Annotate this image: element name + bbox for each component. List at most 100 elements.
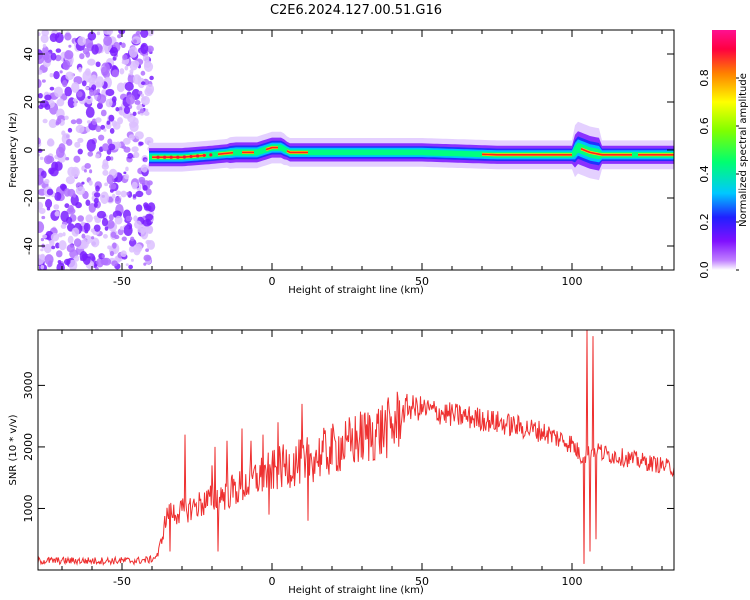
noise-blob <box>42 118 48 124</box>
noise-blob <box>74 255 80 262</box>
noise-blob <box>138 141 144 146</box>
noise-blob <box>140 30 149 39</box>
noise-blob <box>128 46 138 58</box>
noise-blob <box>124 174 130 180</box>
noise-blob <box>125 166 129 172</box>
noise-blob <box>93 224 101 232</box>
noise-blob <box>121 60 126 65</box>
noise-blob <box>81 233 86 239</box>
noise-blob <box>38 201 44 210</box>
noise-blob <box>47 138 55 147</box>
noise-blob <box>111 260 118 267</box>
noise-blob <box>90 74 97 82</box>
noise-blob <box>88 180 93 186</box>
noise-blob <box>67 235 74 244</box>
noise-blob <box>38 69 43 75</box>
noise-blob <box>147 48 152 53</box>
noise-blob <box>96 88 100 93</box>
noise-blob <box>101 254 105 259</box>
noise-blob <box>107 138 113 145</box>
spectrogram-area <box>38 30 674 270</box>
noise-blob <box>44 178 50 185</box>
noise-blob <box>132 60 140 68</box>
noise-blob <box>102 143 110 152</box>
noise-blob <box>145 248 150 252</box>
noise-blob <box>134 100 141 105</box>
noise-blob <box>56 98 65 107</box>
noise-blob <box>122 137 131 145</box>
noise-blob <box>141 95 150 106</box>
signal-dot <box>176 155 180 159</box>
noise-blob <box>65 176 75 185</box>
noise-blob <box>131 181 138 190</box>
noise-blob <box>41 79 46 83</box>
spectrogram-x-tick-label: 50 <box>415 275 429 288</box>
noise-blob <box>144 159 148 163</box>
snr-x-axis-label: Height of straight line (km) <box>288 585 424 596</box>
noise-blob <box>42 234 48 239</box>
snr-plot-area <box>38 330 674 567</box>
noise-blob <box>128 264 133 270</box>
noise-blob <box>38 153 41 157</box>
noise-blob <box>98 134 105 141</box>
noise-blob <box>96 31 101 36</box>
noise-blob <box>73 238 82 247</box>
noise-blob <box>95 117 102 123</box>
noise-blob <box>64 50 74 60</box>
noise-blob <box>143 111 150 116</box>
signal-dot <box>189 154 193 159</box>
signal-core <box>481 153 572 156</box>
noise-blob <box>63 258 71 266</box>
noise-blob <box>123 106 131 115</box>
noise-blob <box>64 115 69 120</box>
noise-blob <box>110 231 117 238</box>
noise-blob <box>82 70 92 83</box>
noise-blob <box>120 190 127 198</box>
noise-blob <box>62 232 66 237</box>
noise-blob <box>119 226 124 231</box>
colorbar-tick-label: 0.8 <box>698 69 711 87</box>
noise-blob <box>103 35 113 46</box>
noise-blob <box>95 185 100 192</box>
noise-blob <box>106 219 115 229</box>
noise-blob <box>79 53 85 60</box>
noise-blob <box>85 199 91 206</box>
noise-blob <box>132 194 137 198</box>
noise-blob <box>83 222 91 232</box>
snr-y-tick-label: 2000 <box>22 433 35 461</box>
noise-blob <box>93 192 101 198</box>
noise-blob <box>131 146 139 153</box>
noise-blob <box>53 70 60 80</box>
noise-blob <box>128 134 135 141</box>
noise-blob <box>145 205 152 211</box>
noise-blob <box>56 262 65 270</box>
noise-blob <box>109 183 117 190</box>
noise-blob <box>68 44 72 48</box>
noise-blob <box>65 71 74 81</box>
noise-blob <box>38 207 46 214</box>
noise-blob <box>104 226 109 231</box>
noise-blob <box>96 210 107 219</box>
snr-y-tick-label: 1000 <box>22 494 35 522</box>
noise-blob <box>64 203 70 209</box>
noise-blob <box>123 224 133 237</box>
noise-blob <box>114 196 122 205</box>
snr-series-line <box>38 330 674 567</box>
noise-blob <box>132 117 139 127</box>
noise-blob <box>66 244 75 253</box>
noise-blob <box>140 42 149 55</box>
noise-blob <box>68 259 78 270</box>
signal-core <box>217 151 234 155</box>
noise-blob <box>46 207 51 211</box>
noise-blob <box>85 214 93 223</box>
colorbar-axis: 0.0 0.2 0.4 0.6 0.8 <box>698 69 739 279</box>
noise-blob <box>127 74 135 84</box>
noise-blob <box>132 74 142 85</box>
noise-blob <box>119 68 125 75</box>
noise-blob <box>54 191 62 201</box>
spectrogram-axes: -50 0 50 100 -40 -20 0 20 40 <box>22 30 674 288</box>
noise-blob <box>59 183 67 190</box>
noise-blob <box>50 232 60 242</box>
noise-blob <box>50 52 57 61</box>
